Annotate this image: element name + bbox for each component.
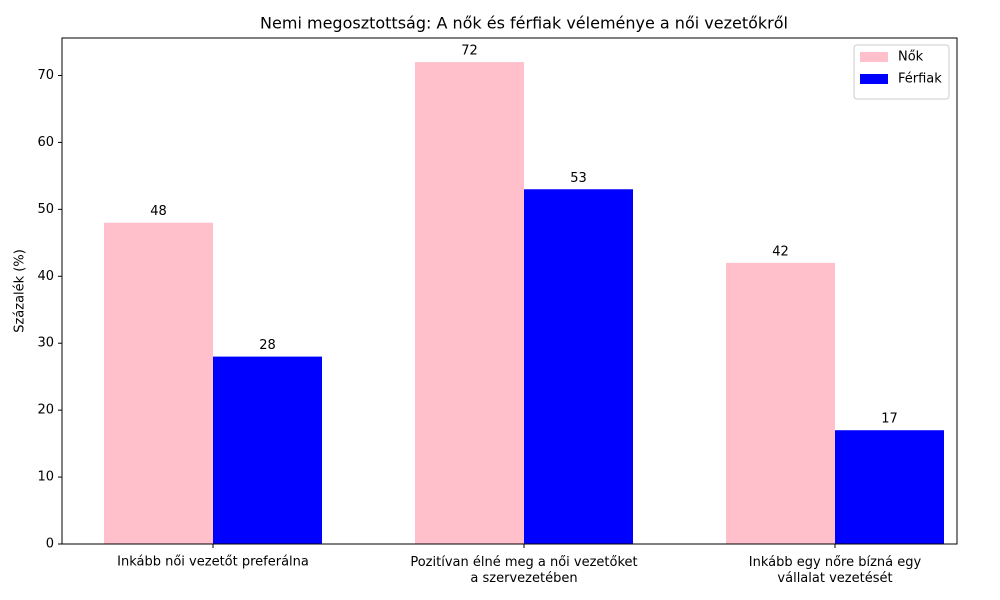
y-tick-label: 70 (37, 68, 54, 83)
legend-swatch (860, 52, 888, 62)
legend-swatch (860, 74, 888, 84)
bar (415, 62, 524, 544)
bar (104, 222, 213, 544)
y-tick-label: 10 (37, 470, 54, 485)
bar (726, 262, 835, 544)
y-axis-label: Százalék (%) (13, 249, 28, 333)
y-tick-label: 30 (37, 336, 54, 351)
x-tick-label: Pozitívan élné meg a női vezetőket a szer… (410, 555, 637, 586)
plot-frame (61, 37, 958, 545)
y-tick-label: 40 (37, 269, 54, 284)
value-label: 28 (259, 338, 276, 353)
bar (524, 189, 633, 544)
bar (835, 430, 944, 544)
y-tick-label: 50 (37, 202, 54, 217)
x-tick-label: Inkább egy nőre bízná egy vállalat vezeté… (749, 555, 922, 586)
bar (213, 356, 322, 544)
value-label: 48 (150, 204, 167, 219)
value-label: 53 (570, 171, 587, 186)
chart-title: Nemi megosztottság: A nők és férfiak vél… (260, 14, 788, 33)
y-tick-label: 0 (46, 537, 54, 552)
value-label: 72 (461, 44, 478, 59)
x-tick-label: Inkább női vezetőt preferálna (117, 555, 309, 570)
y-tick-label: 60 (37, 135, 54, 150)
legend-label: Nők (898, 50, 924, 65)
value-label: 17 (881, 412, 898, 427)
value-label: 42 (772, 244, 789, 259)
legend-label: Férfiak (898, 72, 942, 87)
y-tick-label: 20 (37, 403, 54, 418)
